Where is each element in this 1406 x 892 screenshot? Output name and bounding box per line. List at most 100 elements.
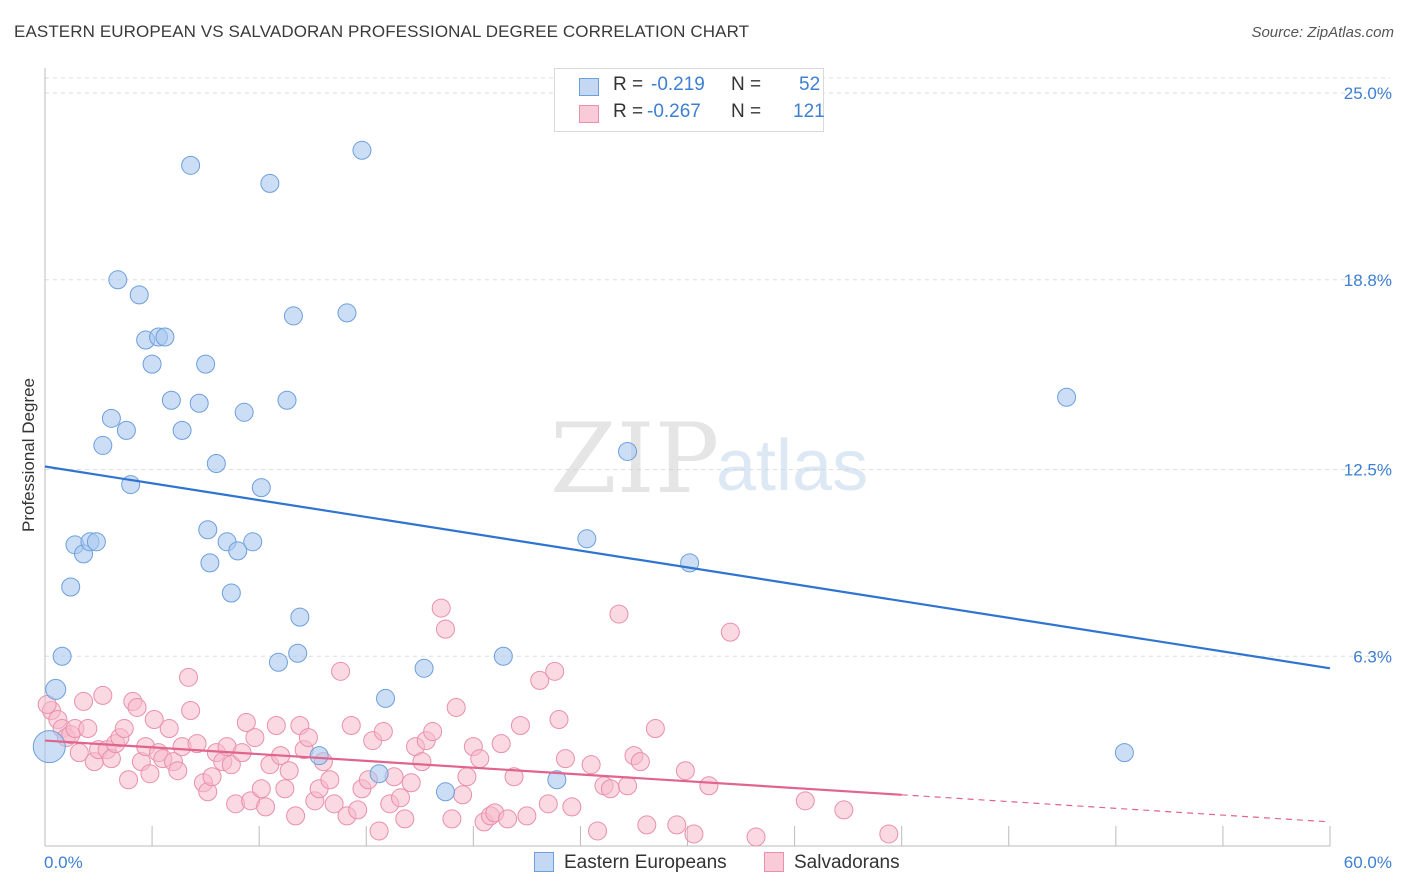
- salvadoran-point: [720, 622, 740, 642]
- chart-title: EASTERN EUROPEAN VS SALVADORAN PROFESSIO…: [14, 22, 750, 41]
- salvadoran-point: [298, 728, 318, 748]
- salvadoran-point: [667, 815, 687, 835]
- salvadoran-point: [504, 767, 524, 787]
- salvadoran-point: [369, 821, 389, 841]
- salvadoran-point: [348, 800, 368, 820]
- eastern-european-point: [221, 583, 241, 603]
- eastern-european-point: [93, 435, 113, 455]
- salvadoran-point: [168, 761, 188, 781]
- eastern-european-point: [435, 782, 455, 802]
- salvadoran-point: [630, 752, 650, 772]
- eastern-european-point: [369, 764, 389, 784]
- legend-item-salvadorans[interactable]: Salvadorans: [764, 852, 900, 874]
- y-tick-label: 12.5%: [1344, 461, 1392, 480]
- salvadoran-point: [491, 734, 511, 754]
- salvadorans-points: [37, 598, 899, 847]
- salvadoran-point: [435, 619, 455, 639]
- legend-swatch-salvadoran: [579, 105, 599, 123]
- eastern-european-point: [288, 643, 308, 663]
- salvadoran-point: [834, 800, 854, 820]
- salvadoran-point: [181, 700, 201, 720]
- eastern-european-point: [243, 532, 263, 552]
- salvadoran-point: [178, 667, 198, 687]
- salvadoran-point: [618, 776, 638, 796]
- watermark-atlas: atlas: [716, 426, 868, 506]
- salvadorans-trend-extension: [901, 794, 1331, 823]
- eastern-european-point: [618, 441, 638, 461]
- salvadoran-point: [498, 809, 518, 829]
- salvadoran-point: [423, 722, 443, 742]
- eastern-european-point: [493, 646, 513, 666]
- y-tick-label: 18.8%: [1344, 271, 1392, 290]
- salvadoran-point: [446, 697, 466, 717]
- eastern-european-point: [101, 408, 121, 428]
- watermark-zip: ZIP: [550, 403, 719, 515]
- salvadoran-point: [588, 821, 608, 841]
- eastern-european-point: [414, 658, 434, 678]
- legend-swatch-salvadoran: [764, 852, 784, 872]
- eastern-european-point: [116, 420, 136, 440]
- salvadoran-point: [275, 779, 295, 799]
- eastern-european-point: [577, 529, 597, 549]
- salvadoran-point: [517, 806, 537, 826]
- eastern-european-point: [129, 285, 149, 305]
- salvadoran-point: [256, 797, 276, 817]
- legend-label-eastern-europeans: Eastern Europeans: [564, 852, 727, 873]
- salvadoran-point: [187, 734, 207, 754]
- eastern-european-point: [32, 730, 66, 764]
- salvadoran-point: [245, 728, 265, 748]
- eastern-european-point: [86, 532, 106, 552]
- salvadoran-point: [78, 719, 98, 739]
- salvadoran-point: [562, 797, 582, 817]
- legend-swatch-eastern: [579, 78, 599, 96]
- eastern-european-point: [277, 390, 297, 410]
- x-tick-label: 0.0%: [44, 853, 83, 872]
- salvadoran-point: [431, 598, 451, 618]
- salvadoran-point: [401, 773, 421, 793]
- legend-r-value-eastern: -0.219: [651, 74, 705, 95]
- x-tick-label: 60.0%: [1344, 853, 1392, 872]
- salvadoran-point: [114, 719, 134, 739]
- eastern-european-point: [155, 327, 175, 347]
- eastern-european-point: [200, 553, 220, 573]
- salvadoran-point: [510, 716, 530, 736]
- y-tick-label: 6.3%: [1353, 647, 1392, 666]
- salvadoran-point: [645, 719, 665, 739]
- salvadoran-point: [684, 824, 704, 844]
- eastern-european-point: [172, 420, 192, 440]
- eastern-european-point: [1057, 387, 1077, 407]
- salvadoran-point: [202, 767, 222, 787]
- eastern-european-point: [108, 270, 128, 290]
- salvadoran-point: [457, 767, 477, 787]
- eastern-european-point: [228, 541, 248, 561]
- eastern-european-point: [547, 770, 567, 790]
- salvadoran-point: [412, 752, 432, 772]
- eastern-european-point: [309, 746, 329, 766]
- trend-lines: [44, 465, 1331, 823]
- salvadoran-point: [221, 755, 241, 775]
- salvadoran-point: [470, 749, 490, 769]
- legend-r-label: R =: [613, 74, 644, 95]
- watermark: ZIP atlas: [550, 403, 868, 515]
- legend-n-label: N =: [731, 101, 762, 122]
- salvadoran-point: [236, 713, 256, 733]
- eastern-european-point: [251, 478, 271, 498]
- eastern-europeans-trend-line: [44, 465, 1331, 670]
- salvadoran-point: [266, 716, 286, 736]
- eastern-european-point: [260, 173, 280, 193]
- salvadoran-point: [746, 827, 766, 847]
- eastern-european-point: [1114, 743, 1134, 763]
- eastern-european-point: [206, 454, 226, 474]
- eastern-european-point: [290, 607, 310, 627]
- legend-swatch-eastern: [534, 852, 554, 872]
- salvadoran-point: [879, 824, 899, 844]
- eastern-european-point: [198, 520, 218, 540]
- salvadoran-point: [545, 661, 565, 681]
- salvadoran-point: [279, 761, 299, 781]
- eastern-european-point: [61, 577, 81, 597]
- salvadoran-point: [453, 785, 473, 805]
- legend-item-eastern-europeans[interactable]: Eastern Europeans: [534, 852, 727, 874]
- salvadoran-point: [391, 788, 411, 808]
- salvadoran-point: [555, 749, 575, 769]
